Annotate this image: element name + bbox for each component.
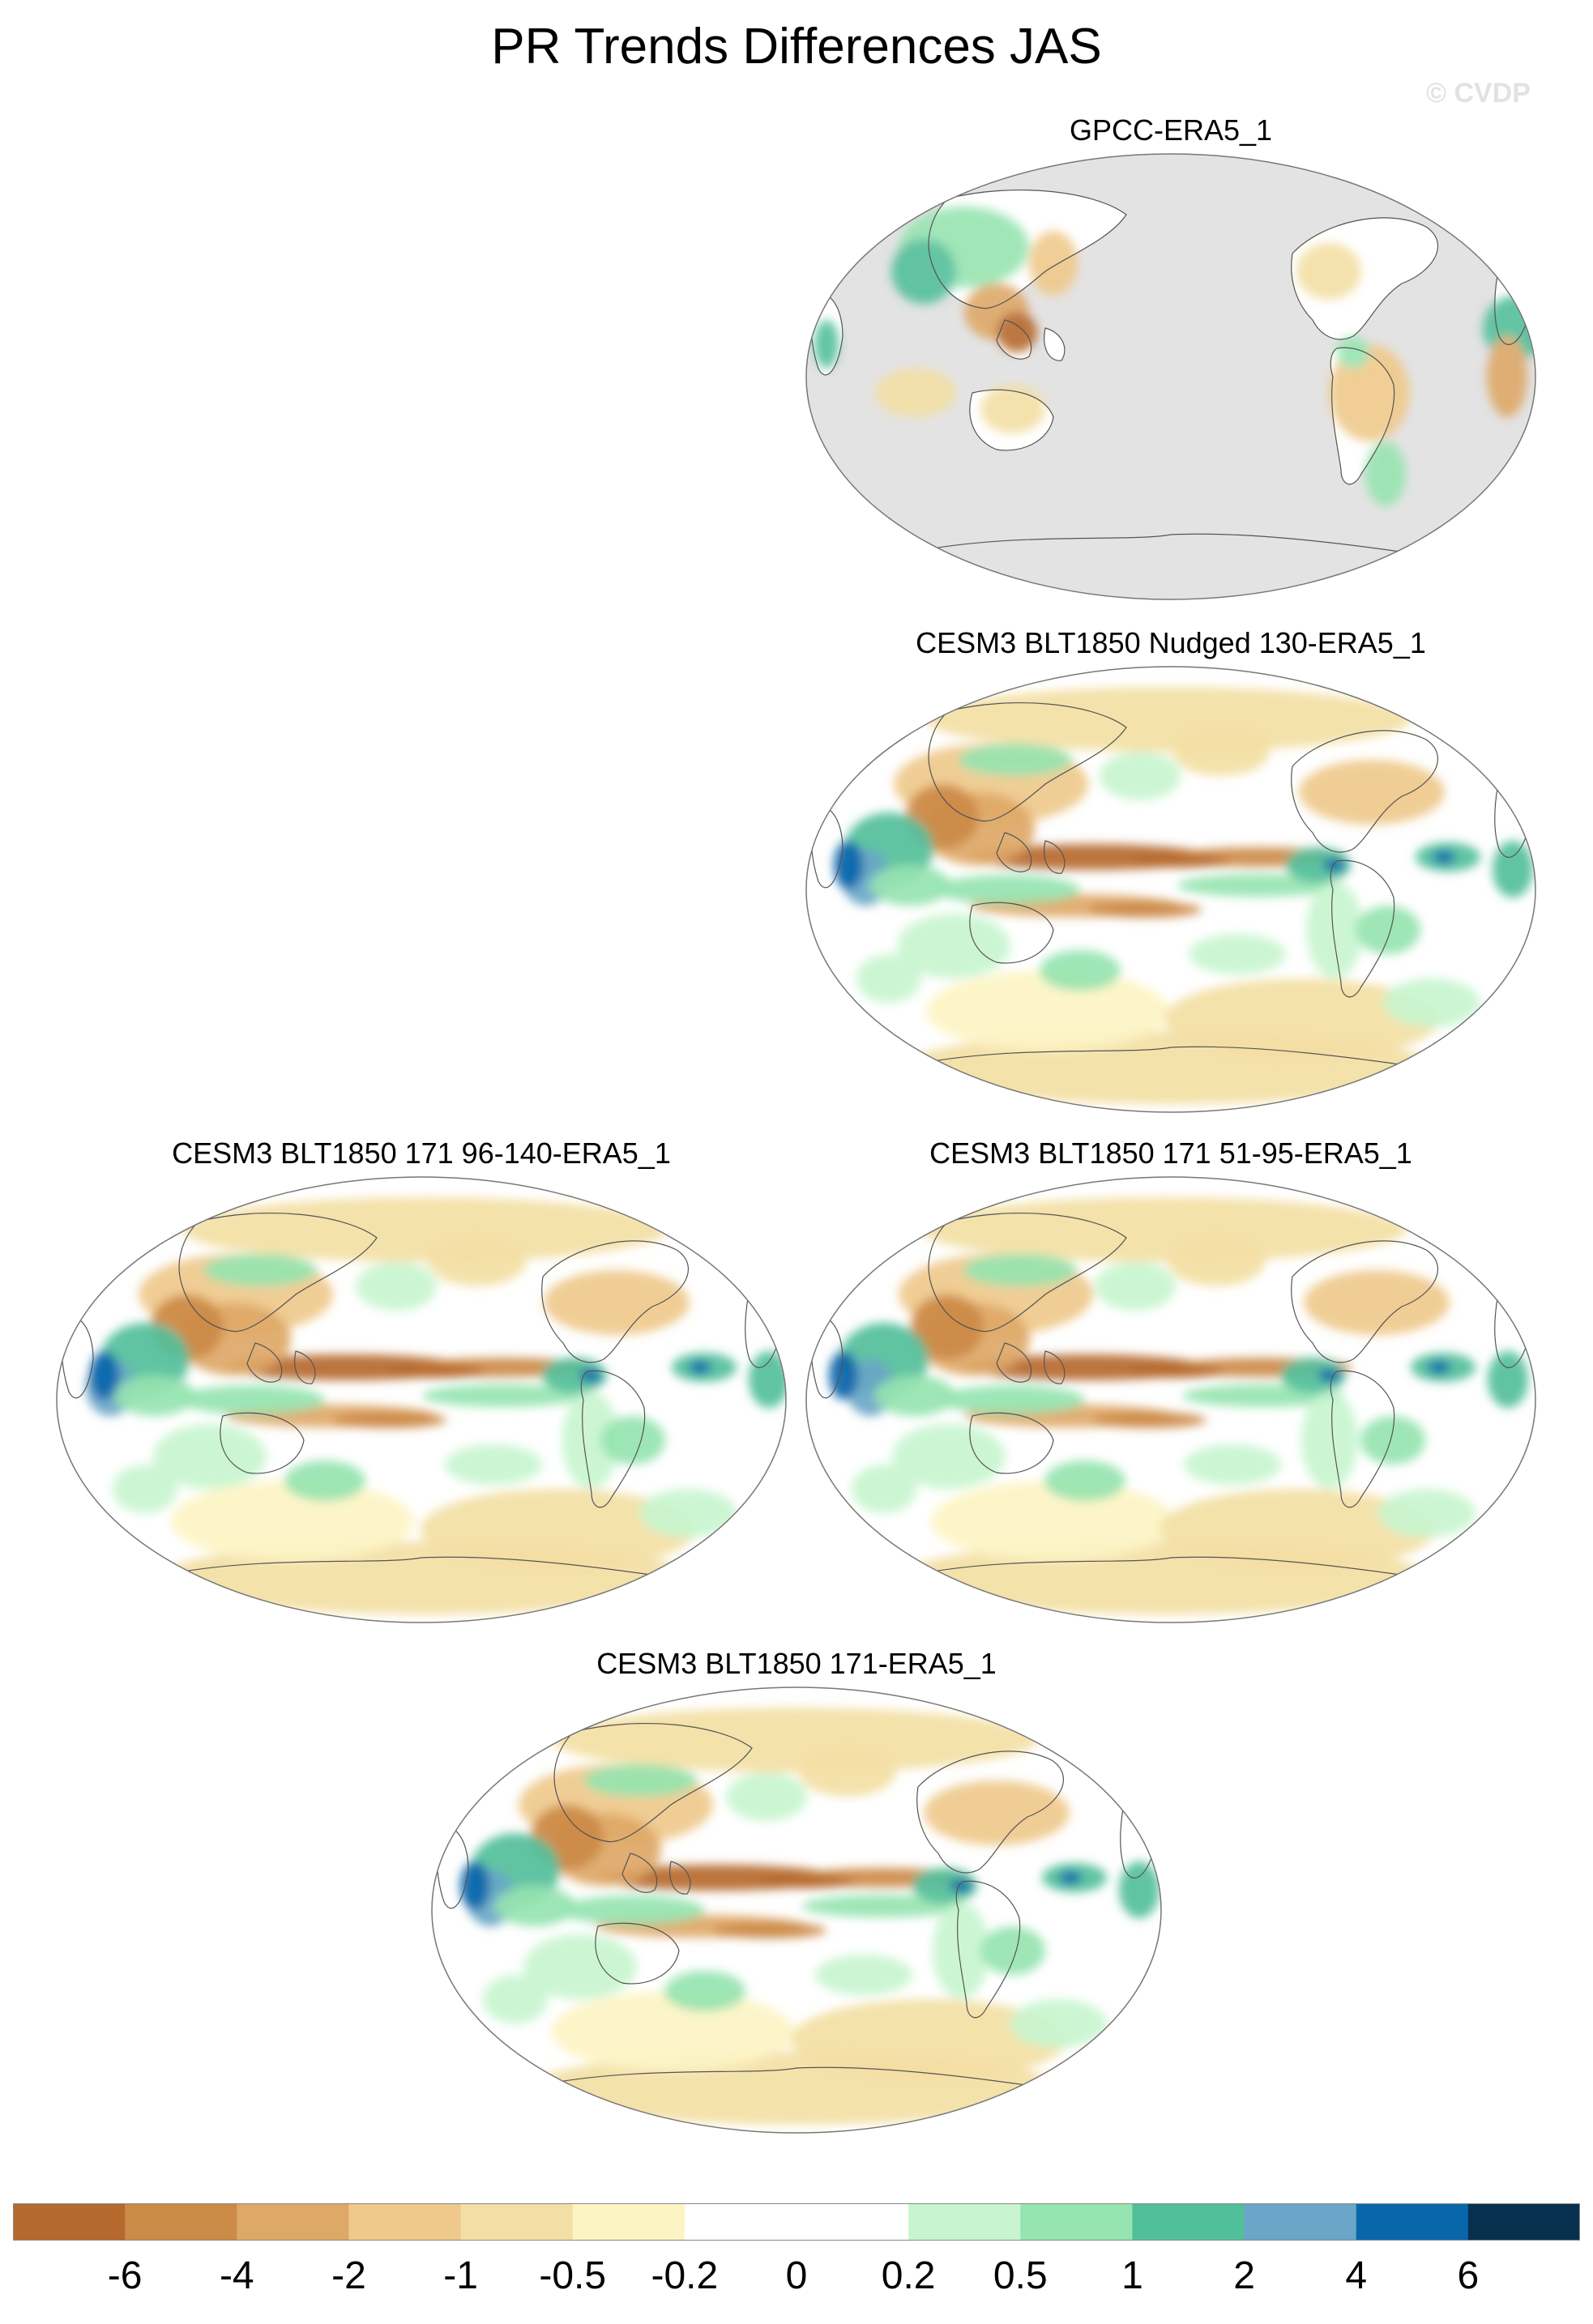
figure-title: PR Trends Differences JAS <box>491 19 1102 75</box>
colorbar-tick-label: -1 <box>443 2254 478 2297</box>
colorbar-tick-label: 4 <box>1345 2254 1368 2297</box>
colorbar-swatch <box>348 2203 462 2241</box>
map-nudged-130 <box>805 666 1536 1113</box>
colorbar-swatch <box>13 2203 126 2241</box>
colorbar-swatch <box>1356 2203 1469 2241</box>
map-171 <box>431 1686 1162 2134</box>
panel-title-171: CESM3 BLT1850 171-ERA5_1 <box>596 1647 997 1680</box>
colorbar-tick-label: 0.5 <box>993 2254 1048 2297</box>
colorbar-tick-label: -6 <box>107 2254 143 2297</box>
colorbar-swatch <box>1020 2203 1133 2241</box>
colorbar-swatch <box>237 2203 349 2241</box>
colorbar-tick-label: 2 <box>1233 2254 1255 2297</box>
colorbar-swatch <box>572 2203 685 2241</box>
colorbar-tick-label: 6 <box>1457 2254 1480 2297</box>
map-96-140 <box>56 1176 787 1623</box>
colorbar-swatch <box>908 2203 1021 2241</box>
colorbar-swatch <box>1244 2203 1357 2241</box>
colorbar-swatch <box>460 2203 574 2241</box>
colorbar-tick-label: 0 <box>785 2254 808 2297</box>
panel-title-51-95: CESM3 BLT1850 171 51-95-ERA5_1 <box>929 1136 1412 1170</box>
colorbar-tick-label: 0.2 <box>881 2254 936 2297</box>
panel-title-96-140: CESM3 BLT1850 171 96-140-ERA5_1 <box>172 1136 671 1170</box>
panel-title-gpcc: GPCC-ERA5_1 <box>1069 113 1273 147</box>
cvdp-watermark: © CVDP <box>1426 78 1531 109</box>
colorbar-swatch <box>684 2203 797 2241</box>
panel-title-nudged-130: CESM3 BLT1850 Nudged 130-ERA5_1 <box>916 626 1426 659</box>
colorbar-tick-label: 1 <box>1121 2254 1143 2297</box>
colorbar <box>13 2203 1580 2241</box>
map-51-95 <box>805 1176 1536 1623</box>
colorbar-tick-label: -2 <box>331 2254 366 2297</box>
colorbar-swatch <box>796 2203 909 2241</box>
colorbar-swatch <box>1467 2203 1580 2241</box>
colorbar-swatch <box>1132 2203 1245 2241</box>
colorbar-swatch <box>125 2203 237 2241</box>
map-gpcc <box>805 153 1536 600</box>
colorbar-tick-label: -0.2 <box>651 2254 719 2297</box>
colorbar-tick-label: -0.5 <box>539 2254 607 2297</box>
colorbar-tick-label: -4 <box>219 2254 254 2297</box>
